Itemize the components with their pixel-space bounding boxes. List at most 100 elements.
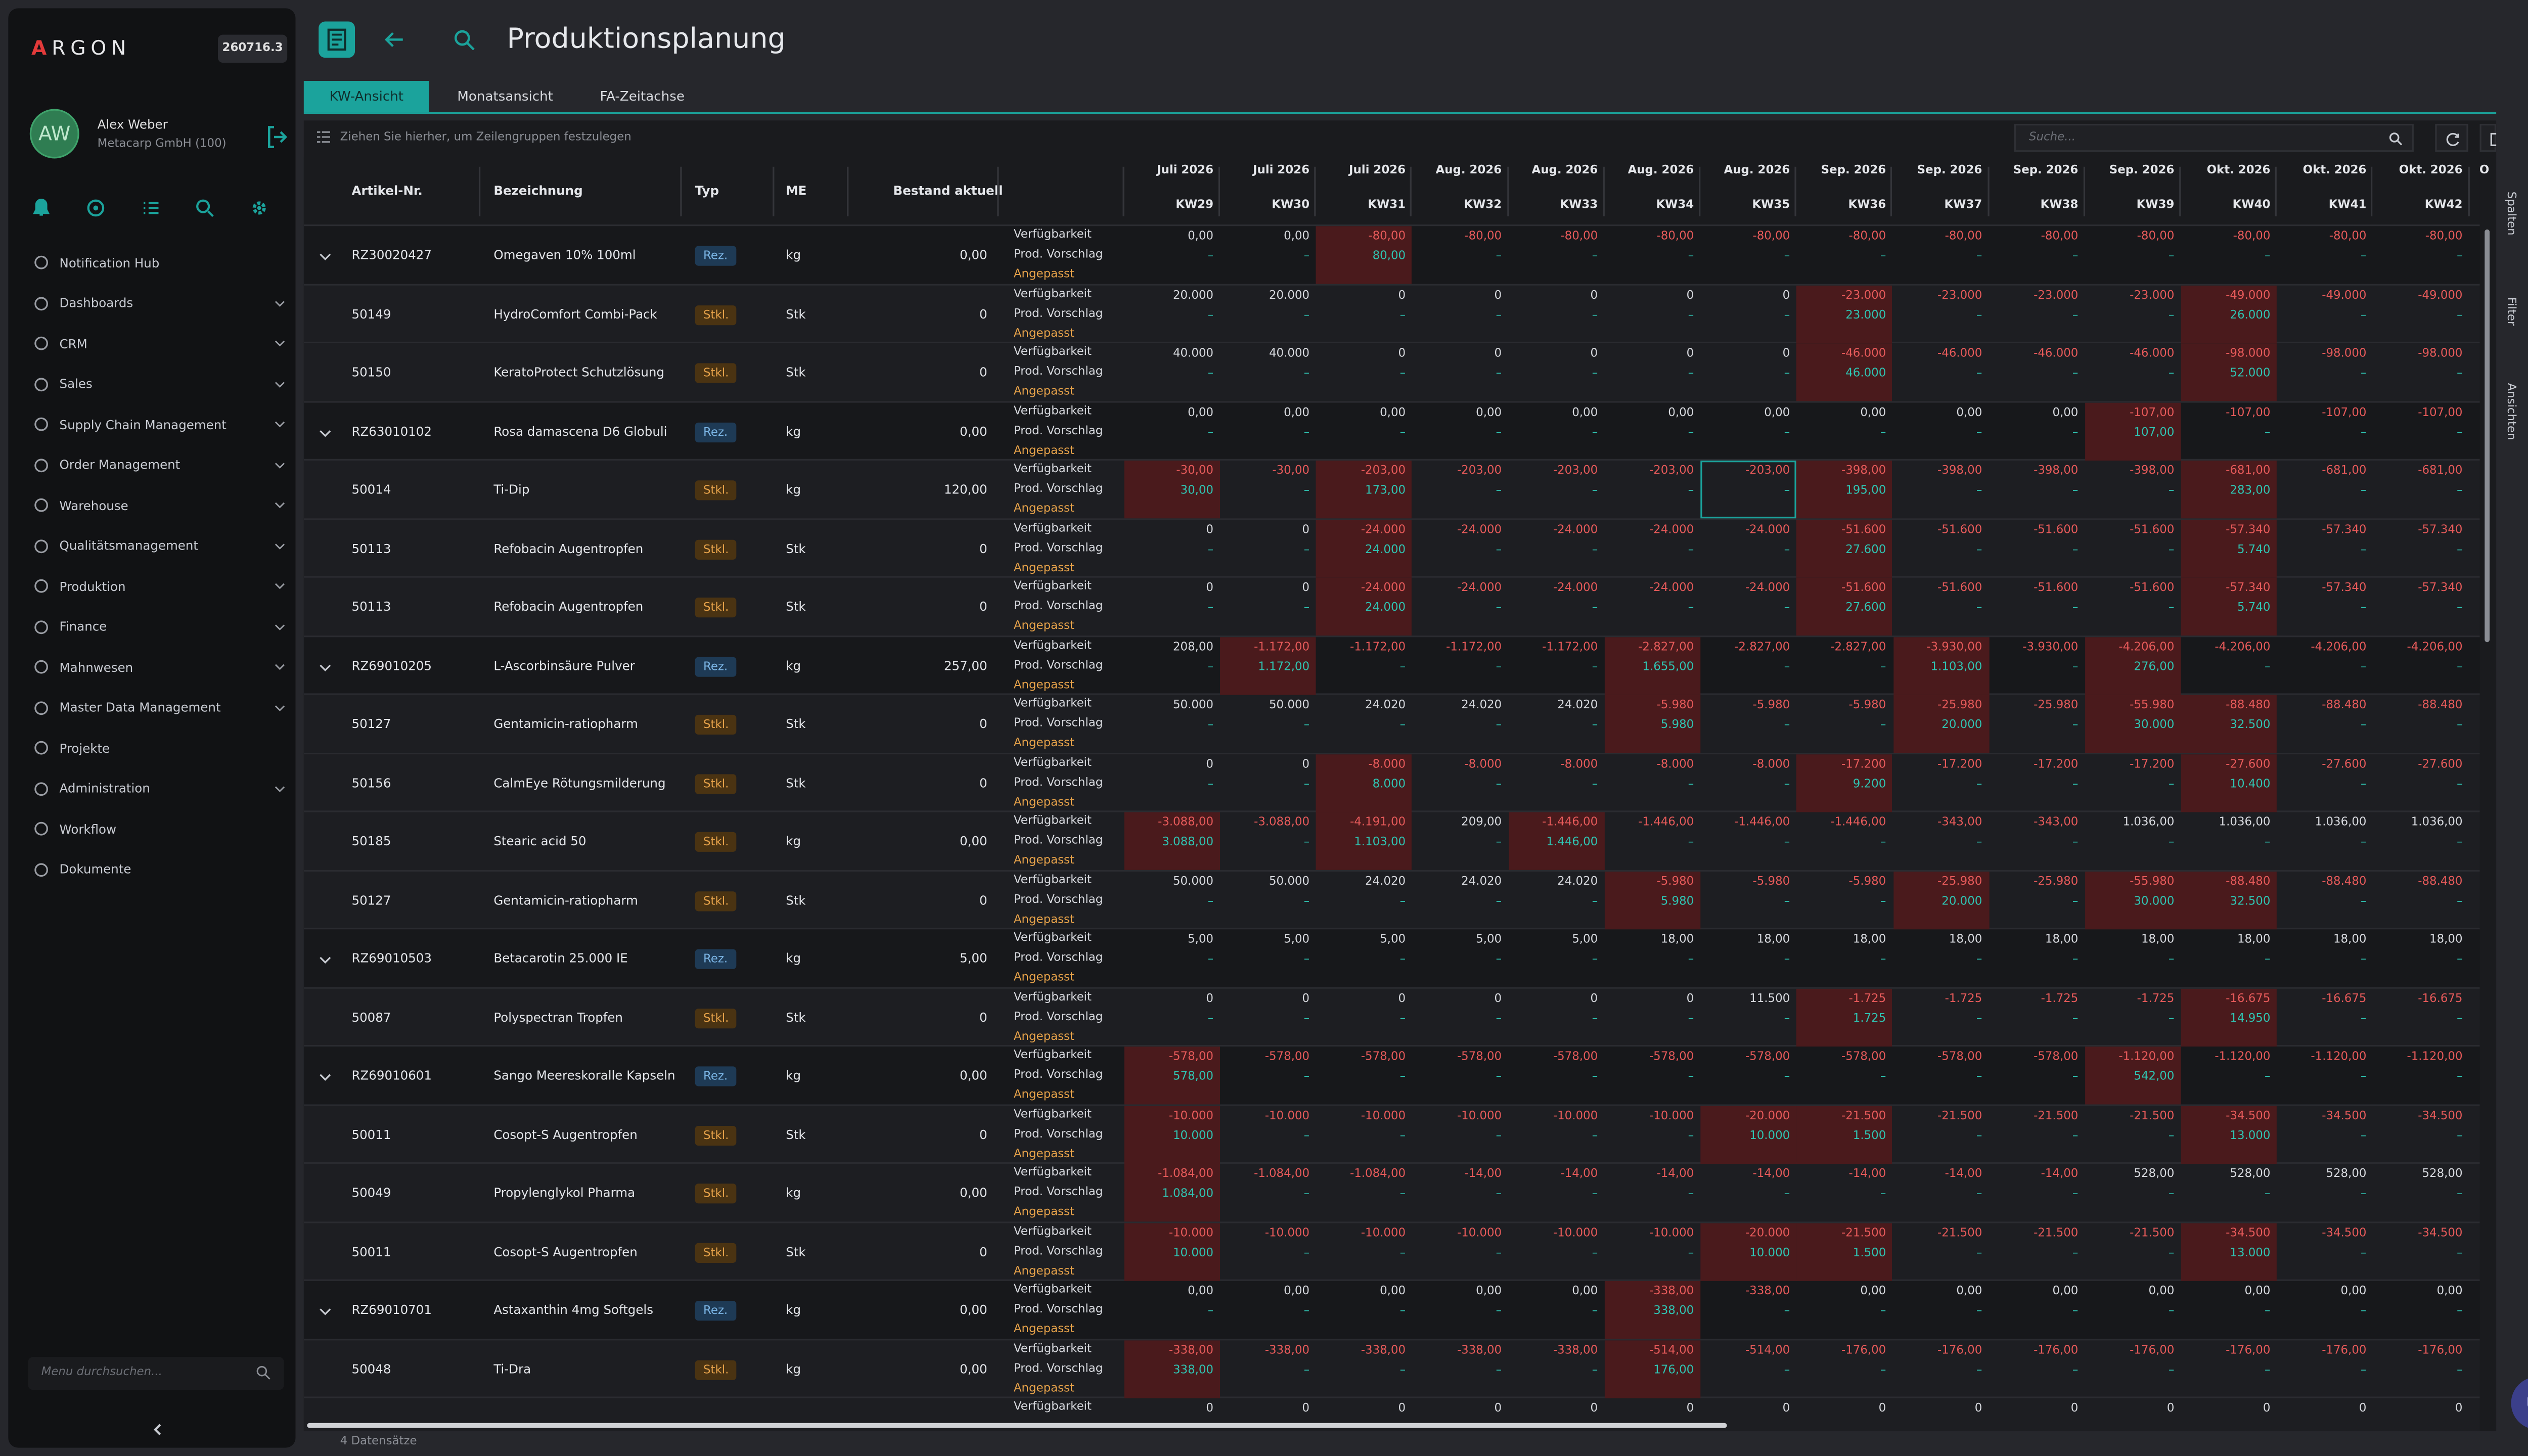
week-cell[interactable]: -21.500 1.500 [1796, 1105, 1893, 1163]
week-cell[interactable]: -5.980 – [1701, 695, 1796, 753]
week-cell[interactable]: -1.725 – [1989, 988, 2085, 1045]
week-cell[interactable]: 0 [1317, 1398, 1412, 1431]
week-cell[interactable]: -30,00 30,00 [1124, 461, 1221, 519]
week-cell[interactable]: -514,00 176,00 [1604, 1339, 1701, 1398]
sidebar-item-administration[interactable]: Administration [33, 775, 289, 801]
week-cell[interactable]: -338,00 – [1509, 1340, 1604, 1397]
sidebar-item-sales[interactable]: Sales [33, 371, 289, 397]
week-cell[interactable]: 0– [1124, 519, 1220, 577]
week-header[interactable]: KW39 [2136, 198, 2175, 211]
week-cell[interactable]: -578,00 – [1893, 1046, 1989, 1104]
week-cell[interactable]: -176,00 – [2373, 1340, 2469, 1397]
table-row[interactable]: 50049 Propylenglykol Pharma Stkl. kg 0,00 Ver… [303, 1164, 2480, 1222]
week-cell[interactable]: 40.000 – [1124, 343, 1220, 401]
week-cell[interactable]: -203,00 – [1605, 461, 1700, 518]
week-cell[interactable]: -1.446,00 – [1701, 812, 1796, 870]
col-bezeichnung[interactable]: Bezeichnung [493, 183, 583, 198]
week-cell[interactable]: -21.500 – [2085, 1105, 2181, 1163]
table-row[interactable]: 50011 Cosopt-S Augentropfen Stkl. Stk 0 Verfü… [303, 1105, 2480, 1164]
week-cell[interactable]: -14,00 – [1797, 1164, 1892, 1221]
week-cell[interactable]: -338,00 – [1221, 1340, 1316, 1397]
week-cell[interactable]: -338,00 – [1701, 1281, 1796, 1339]
week-cell[interactable]: -1.120,00 – [2373, 1046, 2469, 1104]
week-cell[interactable]: -51.600 – [1989, 519, 2085, 577]
week-cell[interactable]: -3.088,00 3.088,00 [1124, 812, 1221, 870]
export-button[interactable] [2479, 123, 2497, 152]
table-row[interactable]: 50011 Cosopt-S Augentropfen Stkl. Stk 0 Verfü… [303, 1222, 2480, 1281]
week-cell[interactable]: -27.600 – [2373, 754, 2469, 811]
week-cell[interactable]: 0– [1124, 988, 1220, 1045]
week-cell[interactable]: -578,00 – [1989, 1046, 2085, 1104]
week-cell[interactable]: -55.980 30.000 [2085, 871, 2181, 929]
side-tab-filter[interactable]: Filter [2498, 297, 2517, 326]
week-cell[interactable]: 18,00 – [2277, 929, 2373, 987]
week-cell[interactable]: -2.827,00 1.655,00 [1604, 636, 1701, 695]
week-cell[interactable]: -107,00 – [2373, 402, 2469, 460]
week-cell[interactable]: 18,00 – [1989, 929, 2085, 987]
week-cell[interactable]: -10.000 – [1605, 1105, 1700, 1163]
week-cell[interactable]: 18,00 – [2181, 929, 2277, 987]
week-cell[interactable]: -176,00 – [1797, 1340, 1892, 1397]
week-cell[interactable]: -24.000 – [1701, 578, 1796, 635]
sidebar-item-mahnwesen[interactable]: Mahnwesen [33, 654, 289, 680]
week-cell[interactable]: 0,00 – [1221, 402, 1316, 460]
week-cell[interactable]: -1.172,00 1.172,00 [1220, 636, 1317, 695]
week-cell[interactable]: 0,00 – [1989, 1281, 2085, 1339]
vertical-scrollbar[interactable] [2485, 229, 2490, 643]
week-cell[interactable]: -176,00 – [2277, 1340, 2373, 1397]
week-cell[interactable]: -578,00 – [1701, 1046, 1796, 1104]
week-cell[interactable]: 0– [1317, 343, 1412, 401]
expand-row-icon[interactable] [319, 659, 332, 672]
table-row[interactable]: RZ69010701 Astaxanthin 4mg Softgels Rez. kg… [303, 1281, 2480, 1340]
week-cell[interactable]: -3.930,00 1.103,00 [1892, 636, 1989, 695]
week-cell[interactable]: 0 [1509, 1398, 1604, 1431]
week-cell[interactable]: 0,00 – [1413, 402, 1508, 460]
week-cell[interactable]: -1.725 1.725 [1796, 988, 1893, 1046]
week-cell[interactable]: 0 [2181, 1398, 2277, 1431]
week-cell[interactable]: -398,00 195,00 [1796, 461, 1893, 519]
week-cell[interactable]: 0– [1509, 988, 1604, 1045]
week-cell[interactable]: 0– [1221, 578, 1316, 635]
table-row[interactable]: 50185 Stearic acid 50 Stkl. kg 0,00 Verfügbar… [303, 812, 2480, 871]
week-cell[interactable]: -88.480 32.500 [2181, 871, 2277, 929]
week-cell[interactable]: -51.600 – [2085, 519, 2181, 577]
sidebar-item-notification-hub[interactable]: Notification Hub [33, 249, 289, 276]
week-cell[interactable]: -1.446,00 – [1605, 812, 1700, 870]
week-cell[interactable]: -343,00 – [1989, 812, 2085, 870]
week-cell[interactable]: -338,00 338,00 [1124, 1339, 1221, 1398]
week-cell[interactable]: 24.020 – [1413, 695, 1508, 753]
week-cell[interactable]: -14,00 – [1413, 1164, 1508, 1221]
week-cell[interactable]: -10.000 – [1221, 1222, 1316, 1280]
week-cell[interactable]: 20.000 – [1221, 285, 1316, 342]
sidebar-item-produktion[interactable]: Produktion [33, 573, 289, 599]
week-cell[interactable]: 0 [1221, 1398, 1316, 1431]
week-cell[interactable]: -80,00 – [1605, 226, 1700, 284]
week-cell[interactable]: 0,00 – [2085, 1281, 2181, 1339]
week-cell[interactable]: 0– [1317, 988, 1412, 1045]
week-cell[interactable]: -51.600 27.600 [1796, 577, 1893, 636]
week-cell[interactable]: -30,00 – [1221, 461, 1316, 518]
week-cell[interactable]: 24.020 – [1509, 695, 1604, 753]
table-row[interactable]: RZ69010205 L-Ascorbinsäure Pulver Rez. kg 25… [303, 636, 2480, 695]
expand-row-icon[interactable] [319, 1304, 332, 1317]
week-cell[interactable]: -578,00 – [1413, 1046, 1508, 1104]
horizontal-scrollbar[interactable] [307, 1423, 1727, 1428]
side-tab-spalten[interactable]: Spalten [2498, 192, 2517, 236]
week-cell[interactable]: 0– [1124, 578, 1220, 635]
week-cell[interactable]: -1.446,00 1.446,00 [1508, 812, 1605, 870]
week-cell[interactable]: 209,00 – [1413, 812, 1508, 870]
week-cell[interactable]: -25.980 20.000 [1892, 871, 1989, 929]
week-cell[interactable]: 5,00 – [1124, 929, 1220, 987]
week-cell[interactable]: -34.500 13.000 [2181, 1105, 2277, 1163]
week-cell[interactable]: 0– [1221, 754, 1316, 811]
week-cell[interactable]: 0,00 – [1509, 1281, 1604, 1339]
week-cell[interactable]: -3.088,00 – [1221, 812, 1316, 870]
settings-gear-icon[interactable] [248, 197, 271, 220]
week-cell[interactable]: -5.980 5.980 [1604, 695, 1701, 753]
week-cell[interactable]: 0 [1124, 1398, 1220, 1431]
week-cell[interactable]: -203,00 – [1413, 461, 1508, 518]
week-cell[interactable]: -10.000 – [1413, 1105, 1508, 1163]
week-cell[interactable]: 24.020 – [1317, 695, 1412, 753]
week-cell[interactable]: -338,00 – [1317, 1340, 1412, 1397]
week-cell[interactable]: 0– [1413, 285, 1508, 342]
